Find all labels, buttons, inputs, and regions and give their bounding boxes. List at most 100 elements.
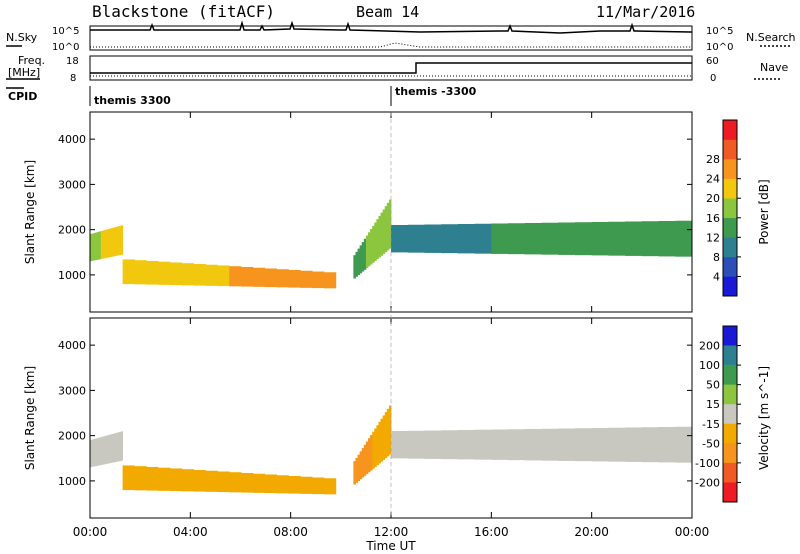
data-cell [109, 434, 113, 463]
colorbar-swatch [723, 159, 737, 179]
data-cell [424, 430, 442, 459]
freq-tick-bottom: 8 [70, 73, 76, 84]
power-x-ticks [89, 112, 693, 312]
data-cell [169, 468, 183, 492]
data-cell [355, 457, 358, 483]
cpid-segment-2: themis -3300 [395, 85, 477, 98]
data-cell [372, 431, 375, 469]
power-heatmap [90, 199, 693, 289]
station-title: Blackstone (fitACF) [92, 2, 275, 21]
velocity-heatmap [90, 405, 693, 495]
data-cell [608, 427, 626, 462]
x-tick-label: 16:00 [474, 525, 509, 539]
data-cell [276, 475, 289, 494]
data-cell [169, 262, 183, 286]
data-cell [113, 433, 116, 463]
colorbar-swatch [723, 443, 737, 464]
data-cell [357, 454, 361, 482]
data-cell [111, 433, 114, 463]
y-tick-label: 4000 [58, 339, 86, 352]
data-cell [491, 223, 509, 254]
data-cell [117, 432, 120, 462]
nsearch-label: N.Search [746, 31, 796, 44]
data-cell [288, 269, 301, 288]
y-tick-label: 2000 [58, 224, 86, 237]
data-cell [591, 221, 609, 256]
x-tick-label: 08:00 [273, 525, 308, 539]
colorbar-tick-label: -50 [702, 437, 720, 450]
nsky-label: N.Sky [6, 31, 38, 44]
freq-tick-top: 18 [66, 56, 79, 67]
data-cell [111, 227, 114, 257]
data-cell [384, 412, 388, 459]
data-cell [380, 212, 384, 256]
nsky-panel: N.Sky 10^5 10^0 N.Search 10^5 10^0 [6, 20, 796, 53]
data-cell [117, 226, 120, 256]
colorbar-tick-label: 16 [706, 212, 720, 225]
data-cell [102, 436, 105, 465]
data-cell [541, 222, 559, 255]
colorbar-swatch [723, 365, 737, 385]
colorbar-swatch [723, 256, 737, 277]
y-tick-label: 2000 [58, 430, 86, 443]
freq-line [90, 62, 692, 74]
data-cell [368, 438, 371, 473]
data-cell [353, 255, 356, 279]
data-cell [97, 231, 100, 260]
velocity-y-axis: 1000 2000 3000 4000 [58, 339, 692, 488]
freq-label: Freq. [18, 54, 45, 67]
data-cell [134, 260, 147, 285]
data-cell [95, 438, 98, 467]
data-cell [193, 469, 206, 492]
data-cell [104, 229, 107, 259]
data-cell [491, 429, 509, 460]
data-cell [388, 199, 392, 249]
velocity-colorbar: 200 100 50 15 -15 -50 -100 -200 [695, 325, 741, 503]
colorbar-frame [722, 119, 738, 297]
data-cell [264, 268, 277, 288]
data-cell [608, 221, 626, 256]
data-cell [370, 229, 373, 265]
data-cell [386, 202, 390, 251]
data-cell [97, 437, 100, 466]
data-cell [276, 269, 289, 288]
data-cell [376, 425, 379, 466]
x-tick-label: 00:00 [73, 525, 108, 539]
colorbar-swatch [723, 423, 737, 444]
data-cell [441, 430, 459, 460]
data-cell [382, 415, 386, 460]
data-cell [374, 222, 377, 261]
data-cell [424, 224, 442, 253]
data-cell [217, 471, 230, 493]
colorbar-swatch [723, 404, 737, 425]
data-cell [353, 461, 356, 485]
data-cell [95, 232, 98, 261]
data-cell [252, 473, 266, 493]
x-tick-label: 00:00 [675, 525, 710, 539]
data-cell [359, 245, 363, 274]
data-cell [146, 466, 159, 491]
nsky-tick-top: 10^5 [52, 26, 79, 37]
data-cell [115, 432, 118, 462]
colorbar-swatch [723, 384, 737, 405]
power-cbar-label: Power [dB] [757, 179, 771, 244]
data-cell [508, 429, 526, 461]
colorbar-tick-label: -200 [695, 476, 720, 489]
data-cell [658, 220, 676, 257]
data-cell [372, 225, 375, 263]
data-cell [93, 232, 96, 261]
data-cell [122, 465, 135, 491]
data-cell [574, 222, 593, 256]
data-cell [457, 223, 476, 254]
data-cell [300, 270, 313, 288]
data-cell [134, 466, 147, 491]
data-cell [158, 261, 171, 285]
data-cell [374, 428, 377, 467]
data-cell [312, 271, 325, 289]
colorbar-swatch [723, 198, 737, 219]
data-cell [558, 428, 576, 461]
data-cell [102, 230, 105, 259]
colorbar-tick-label: 200 [699, 340, 720, 353]
data-cell [99, 231, 102, 260]
